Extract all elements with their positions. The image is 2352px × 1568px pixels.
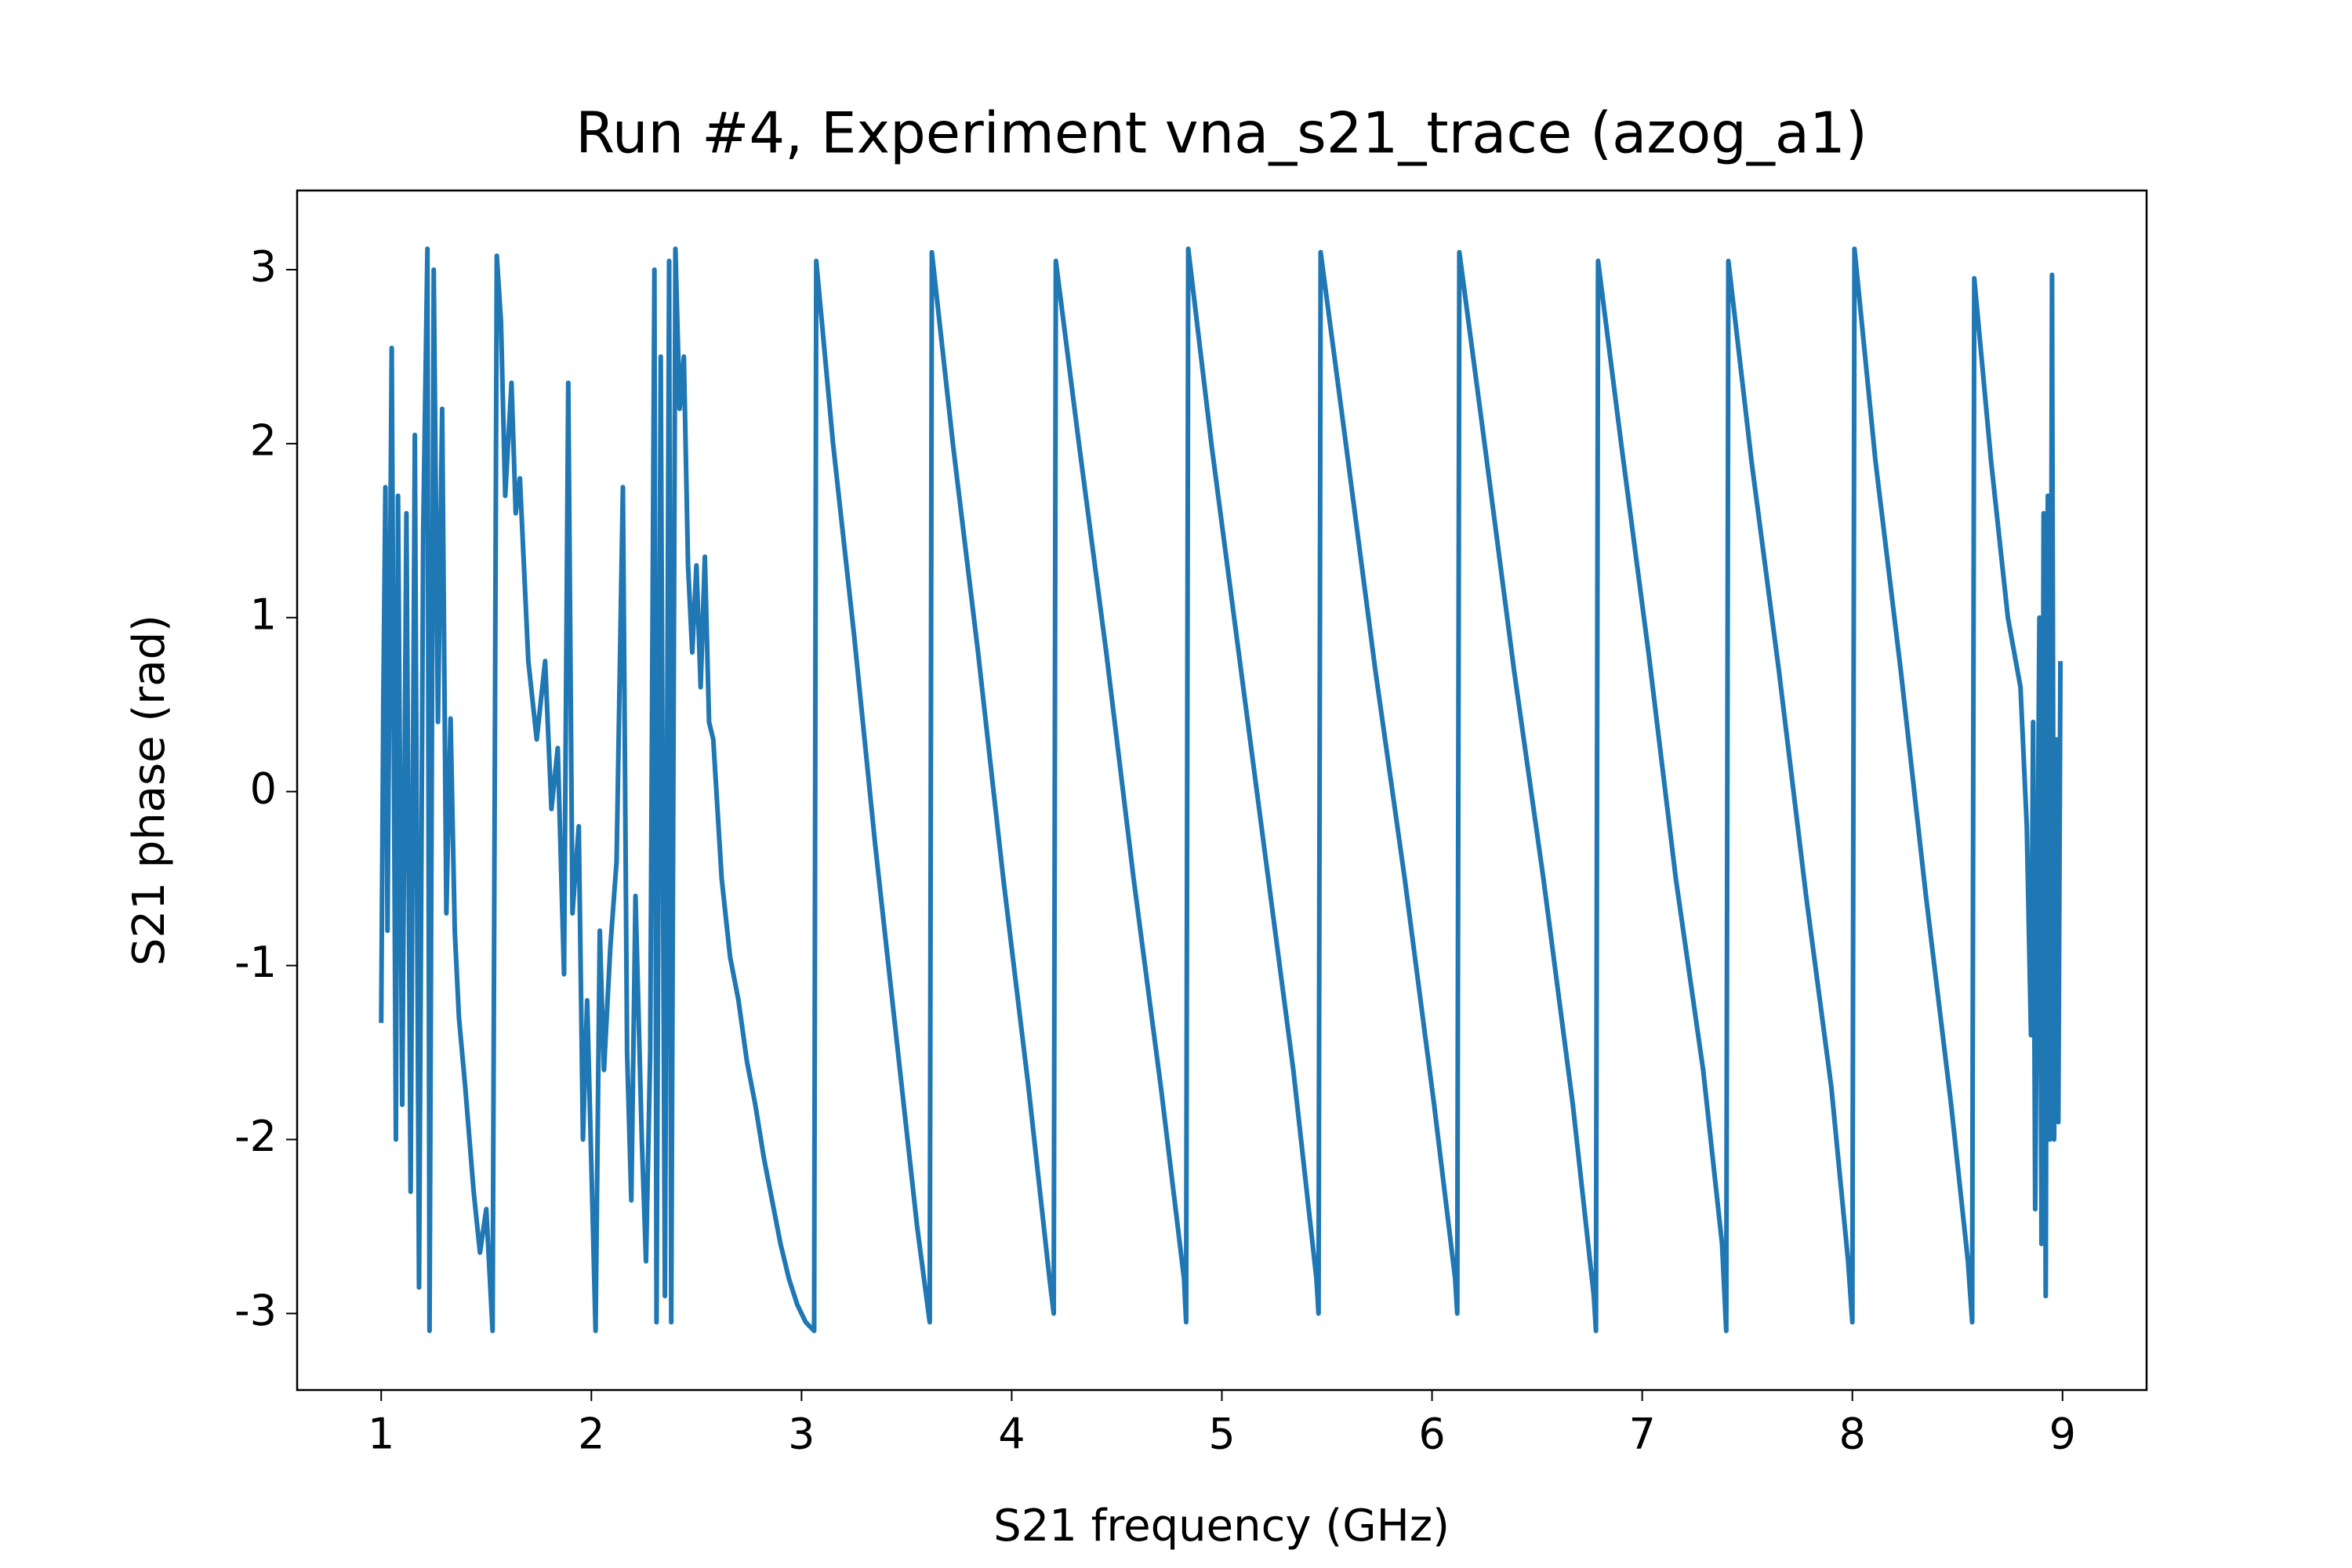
y-tick-label: 3 [250,242,277,292]
y-tick-label: 1 [250,590,277,639]
x-axis-label: S21 frequency (GHz) [993,1501,1450,1552]
x-tick-label: 1 [368,1410,394,1459]
x-tick-label: 9 [2049,1410,2076,1459]
x-tick-label: 5 [1208,1410,1235,1459]
y-tick-label: -2 [234,1112,277,1161]
x-tick-label: 4 [998,1410,1025,1459]
x-tick-label: 6 [1418,1410,1445,1459]
y-tick-label: -3 [234,1286,277,1335]
plot-frame [296,189,2148,1392]
x-tick-label: 3 [788,1410,815,1459]
y-tick-label: 0 [250,764,277,813]
y-axis-label: S21 phase (rad) [124,615,175,966]
y-tick-label: 2 [250,416,277,466]
y-tick-label: -1 [234,938,277,987]
data-line [379,246,2063,1334]
x-tick-label: 8 [1839,1410,1866,1459]
chart-title: Run #4, Experiment vna_s21_trace (azog_a… [575,100,1867,166]
x-tick-label: 7 [1628,1410,1655,1459]
x-tick-label: 2 [578,1410,604,1459]
